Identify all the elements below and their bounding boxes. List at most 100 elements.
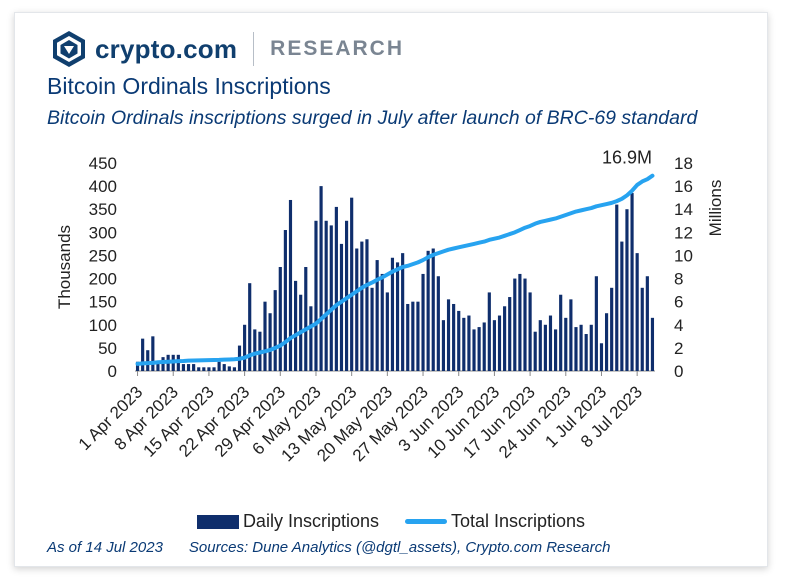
daily-bar <box>630 193 634 371</box>
daily-bar <box>599 343 604 371</box>
daily-bar <box>232 367 236 371</box>
daily-bar <box>365 239 369 371</box>
daily-bar <box>477 327 481 371</box>
y-tick-right: 4 <box>674 316 683 335</box>
daily-bar <box>395 262 400 371</box>
daily-bar <box>309 306 313 371</box>
daily-bar <box>604 313 609 371</box>
daily-bar <box>645 276 649 371</box>
daily-bar <box>319 186 323 371</box>
y-tick-left: 0 <box>108 362 117 381</box>
brand-name: crypto.com <box>95 33 238 64</box>
daily-bar <box>569 299 573 371</box>
daily-bar <box>640 287 644 371</box>
daily-bar <box>350 197 354 371</box>
daily-bar <box>416 301 420 371</box>
daily-bar <box>222 364 226 371</box>
daily-bar <box>559 294 563 371</box>
legend-daily-swatch <box>196 514 239 529</box>
legend-total-swatch <box>404 519 447 524</box>
daily-bar <box>375 260 379 371</box>
y-axis-label-right: Millions <box>706 180 725 237</box>
y-tick-right: 12 <box>674 223 693 242</box>
daily-bar <box>288 199 293 371</box>
daily-bar <box>482 322 486 371</box>
daily-bar <box>253 329 257 371</box>
footer-date: As of 14 Jul 2023 <box>47 539 163 556</box>
daily-bar <box>202 367 206 371</box>
daily-bar <box>401 253 405 371</box>
crypto-com-logo-icon <box>53 31 85 67</box>
daily-bar <box>462 317 466 371</box>
daily-bar <box>457 310 461 371</box>
y-tick-left: 200 <box>89 270 117 289</box>
daily-bar <box>436 276 440 371</box>
daily-bar <box>141 338 145 371</box>
y-tick-left: 400 <box>89 177 117 196</box>
legend-daily-label: Daily Inscriptions <box>242 511 379 531</box>
daily-bar <box>508 297 512 371</box>
legend-daily: Daily Inscriptions <box>196 511 379 532</box>
daily-bar <box>441 320 446 371</box>
daily-bar <box>146 350 150 371</box>
daily-bar <box>579 324 583 371</box>
daily-bar <box>538 320 542 371</box>
legend-total: Total Inscriptions <box>379 511 585 532</box>
total-line <box>135 173 655 366</box>
y-tick-left: 50 <box>98 339 117 358</box>
y-tick-right: 16 <box>674 177 693 196</box>
right-axis: 0 2 4 6 8 10 12 14 16 18 <box>674 154 693 381</box>
daily-bar <box>243 324 247 371</box>
daily-bar <box>543 324 547 371</box>
daily-bar <box>207 367 211 371</box>
daily-bar <box>263 301 267 371</box>
daily-bar <box>329 225 333 371</box>
daily-bar <box>135 361 140 371</box>
daily-bar <box>421 273 425 371</box>
brand-section: RESEARCH <box>270 37 405 60</box>
y-tick-left: 150 <box>89 293 117 312</box>
daily-bar <box>324 220 328 371</box>
footer-sources: Sources: Dune Analytics (@dgtl_assets), … <box>188 539 611 556</box>
daily-bar <box>610 287 614 371</box>
daily-bar <box>523 278 527 371</box>
chart-title: Bitcoin Ordinals Inscriptions <box>47 73 331 99</box>
chart-area: 0 50 100 150 200 250 300 350 400 450 0 2 4 6 8 10 12 14 1… <box>55 148 725 466</box>
left-axis: 0 50 100 150 200 250 300 350 400 450 <box>89 154 117 381</box>
daily-bar <box>283 230 287 371</box>
daily-bar <box>192 364 196 371</box>
daily-bar <box>227 366 231 371</box>
daily-bar <box>385 292 389 371</box>
daily-bar <box>625 209 629 371</box>
daily-bar <box>650 317 655 371</box>
chart-card: crypto.com RESEARCH Bitcoin Ordinals Ins… <box>14 12 768 567</box>
daily-bar <box>564 317 568 371</box>
daily-bar <box>446 299 451 371</box>
daily-bar <box>467 315 471 371</box>
daily-bar <box>513 278 517 371</box>
daily-bar <box>268 313 272 371</box>
daily-bars <box>135 186 655 371</box>
daily-bar <box>334 206 338 371</box>
daily-bar <box>594 276 598 371</box>
y-axis-label-left: Thousands <box>55 225 74 309</box>
daily-bar <box>620 241 624 371</box>
y-tick-right: 14 <box>674 200 693 219</box>
daily-bar <box>355 248 359 371</box>
legend: Daily Inscriptions Total Inscriptions <box>15 511 767 532</box>
daily-bar <box>554 329 558 371</box>
daily-bar <box>528 292 532 371</box>
daily-bar <box>278 267 282 371</box>
brand-header: crypto.com RESEARCH <box>51 29 404 69</box>
daily-bar <box>472 329 476 371</box>
daily-bar <box>294 280 298 371</box>
y-tick-right: 6 <box>674 293 683 312</box>
daily-bar <box>339 243 344 371</box>
y-tick-right: 0 <box>674 362 683 381</box>
total-annotation: 16.9M <box>602 148 652 168</box>
daily-bar <box>589 324 593 371</box>
daily-bar <box>584 334 588 371</box>
daily-bar <box>411 301 415 371</box>
brand-divider <box>253 32 255 66</box>
